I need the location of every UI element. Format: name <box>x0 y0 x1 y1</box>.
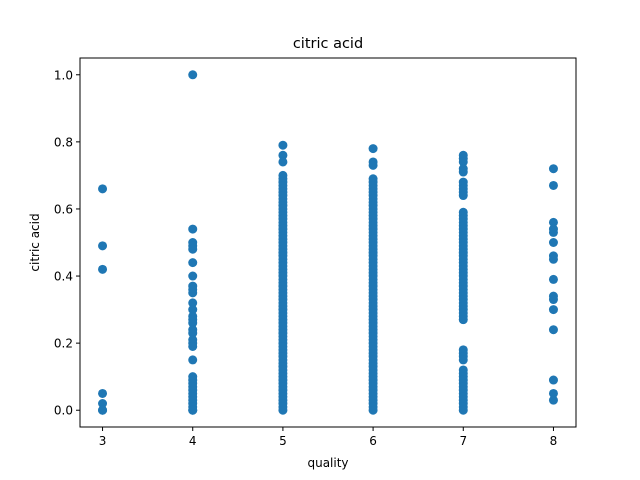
data-point <box>188 271 198 281</box>
data-point <box>98 264 108 274</box>
data-point <box>368 144 378 154</box>
data-point <box>278 405 288 415</box>
x-tick-label: 4 <box>189 434 197 448</box>
data-point <box>188 298 198 308</box>
data-point <box>188 405 198 415</box>
data-point <box>278 150 288 160</box>
data-point <box>548 388 558 398</box>
data-point <box>548 180 558 190</box>
y-tick-label: 1.0 <box>54 68 73 82</box>
axes-frame <box>79 57 577 428</box>
data-point <box>98 405 108 415</box>
data-point <box>188 258 198 268</box>
y-tick-label: 0.0 <box>54 404 73 418</box>
data-point <box>548 217 558 227</box>
data-points <box>98 70 558 415</box>
x-tick-label: 5 <box>279 434 287 448</box>
x-tick-label: 8 <box>550 434 558 448</box>
data-point <box>548 375 558 385</box>
data-point <box>188 288 198 298</box>
y-tick-label: 0.4 <box>54 270 73 284</box>
y-tick-label: 0.6 <box>54 202 73 216</box>
chart-title: citric acid <box>293 36 363 52</box>
data-point <box>188 318 198 328</box>
data-point <box>188 341 198 351</box>
data-point <box>548 395 558 405</box>
data-point <box>458 167 468 177</box>
data-point <box>98 184 108 194</box>
data-point <box>98 399 108 409</box>
data-point <box>278 157 288 167</box>
y-axis-label: citric acid <box>28 213 42 271</box>
data-point <box>548 227 558 237</box>
data-point <box>188 305 198 315</box>
data-point <box>188 244 198 254</box>
data-point <box>278 140 288 150</box>
y-tick-label: 0.8 <box>54 135 73 149</box>
data-point <box>188 224 198 234</box>
data-point <box>98 241 108 251</box>
x-tick-label: 6 <box>369 434 377 448</box>
data-point <box>548 254 558 264</box>
x-axis-label: quality <box>307 456 348 470</box>
data-point <box>188 70 198 80</box>
data-point <box>188 328 198 338</box>
y-axis-ticks: 0.0 0.2 0.4 0.6 0.8 1.0 <box>54 68 80 418</box>
x-tick-label: 3 <box>99 434 107 448</box>
data-point <box>368 160 378 170</box>
data-point <box>548 325 558 335</box>
data-point <box>458 157 468 167</box>
x-tick-label: 7 <box>459 434 467 448</box>
data-point <box>548 238 558 247</box>
data-point <box>548 164 558 174</box>
x-axis-ticks: 3 4 5 6 7 8 <box>99 427 558 448</box>
data-point <box>98 388 108 398</box>
data-point <box>548 274 558 284</box>
data-point <box>458 405 468 415</box>
plot-area <box>80 58 576 427</box>
data-point <box>548 305 558 315</box>
data-point <box>458 315 468 325</box>
data-point <box>458 355 468 365</box>
data-point <box>188 355 198 365</box>
data-point <box>368 405 378 415</box>
data-point <box>548 295 558 305</box>
data-point <box>458 191 468 201</box>
y-tick-label: 0.2 <box>54 337 73 351</box>
